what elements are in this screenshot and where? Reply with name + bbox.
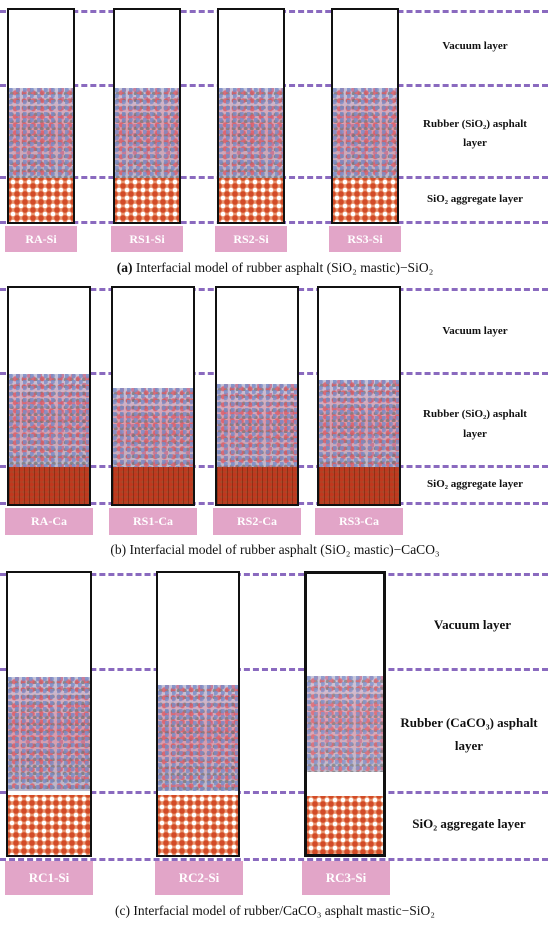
asphalt-layer-label-line1: Rubber (SiO₂) asphalt xyxy=(423,408,527,420)
vacuum-layer-label: Vacuum layer xyxy=(442,325,508,337)
model-label: RS2-Si xyxy=(215,226,287,252)
asphalt-layer-label-line2: layer xyxy=(463,137,487,149)
caption-c: (c) Interfacial model of rubber/CaCO₃ as… xyxy=(115,903,435,918)
panel-c: RC1-Si RC2-Si RC3-Si Vacuum layer Rubber… xyxy=(0,565,550,927)
model-label: RC1-Si xyxy=(5,861,93,895)
model-box-rs2-si xyxy=(217,8,285,224)
aggregate-layer xyxy=(219,178,283,222)
asphalt-layer xyxy=(8,677,90,791)
panel-a: RA-Si RS1-Si RS2-Si RS3-Si Vacuum layer … xyxy=(0,0,550,290)
model-label: RS3-Ca xyxy=(315,508,403,535)
model-label: RA-Si xyxy=(5,226,77,252)
model-label: RS1-Ca xyxy=(109,508,197,535)
model-box-rc1-si xyxy=(6,571,92,857)
vacuum-layer-label: Vacuum layer xyxy=(442,40,508,52)
model-box-rs3-ca xyxy=(317,286,401,506)
aggregate-layer xyxy=(113,467,193,504)
asphalt-layer xyxy=(307,676,383,772)
model-box-rs1-ca xyxy=(111,286,195,506)
model-box-ra-ca xyxy=(7,286,91,506)
asphalt-layer-label-line2: layer xyxy=(454,738,484,753)
asphalt-layer xyxy=(115,88,179,180)
asphalt-layer-label-line1: Rubber (SiO₂) asphalt xyxy=(423,118,527,130)
aggregate-layer xyxy=(319,467,399,504)
model-label: RS2-Ca xyxy=(213,508,301,535)
model-box-rs3-si xyxy=(331,8,399,224)
model-label: RS1-Si xyxy=(111,226,183,252)
model-label: RC3-Si xyxy=(302,861,390,895)
asphalt-top-line xyxy=(0,668,548,671)
asphalt-layer-label-line2: layer xyxy=(463,428,487,440)
aggregate-layer xyxy=(158,795,238,855)
asphalt-layer xyxy=(113,388,193,470)
aggregate-layer xyxy=(217,467,297,504)
caption-text: Interfacial model of rubber asphalt (SiO… xyxy=(132,260,434,275)
aggregate-layer-label: SiO₂ aggregate layer xyxy=(427,478,523,490)
asphalt-layer xyxy=(333,88,397,180)
asphalt-layer xyxy=(9,374,89,468)
aggregate-layer-label: SiO₂ aggregate layer xyxy=(412,816,526,831)
model-box-rs2-ca xyxy=(215,286,299,506)
aggregate-layer-label: SiO₂ aggregate layer xyxy=(427,193,523,205)
model-box-rc3-si xyxy=(304,571,386,857)
caption-a: (a) Interfacial model of rubber asphalt … xyxy=(0,260,550,276)
model-box-rs1-si xyxy=(113,8,181,224)
aggregate-layer xyxy=(9,178,73,222)
caption-letter: (a) xyxy=(116,260,133,275)
aggregate-layer xyxy=(115,178,179,222)
vacuum-layer-label: Vacuum layer xyxy=(433,617,512,632)
asphalt-layer xyxy=(9,88,73,180)
model-label: RS3-Si xyxy=(329,226,401,252)
vacuum-top-line xyxy=(0,573,548,576)
caption-b: (b) Interfacial model of rubber asphalt … xyxy=(110,542,440,557)
aggregate-layer xyxy=(307,796,383,854)
panel-b: RA-Ca RS1-Ca RS2-Ca RS3-Ca Vacuum layer … xyxy=(0,280,550,570)
asphalt-bottom-line xyxy=(0,791,548,794)
model-label: RC2-Si xyxy=(155,861,243,895)
asphalt-layer-label-line1: Rubber (CaCO₃) asphalt xyxy=(400,715,538,730)
model-label: RA-Ca xyxy=(5,508,93,535)
asphalt-layer xyxy=(217,384,297,470)
aggregate-layer xyxy=(9,467,89,504)
asphalt-layer xyxy=(219,88,283,180)
model-box-ra-si xyxy=(7,8,75,224)
asphalt-layer xyxy=(319,380,399,470)
aggregate-layer xyxy=(333,178,397,222)
model-box-rc2-si xyxy=(156,571,240,857)
asphalt-layer xyxy=(158,685,238,791)
aggregate-layer xyxy=(8,795,90,855)
aggregate-bottom-line xyxy=(0,858,548,861)
